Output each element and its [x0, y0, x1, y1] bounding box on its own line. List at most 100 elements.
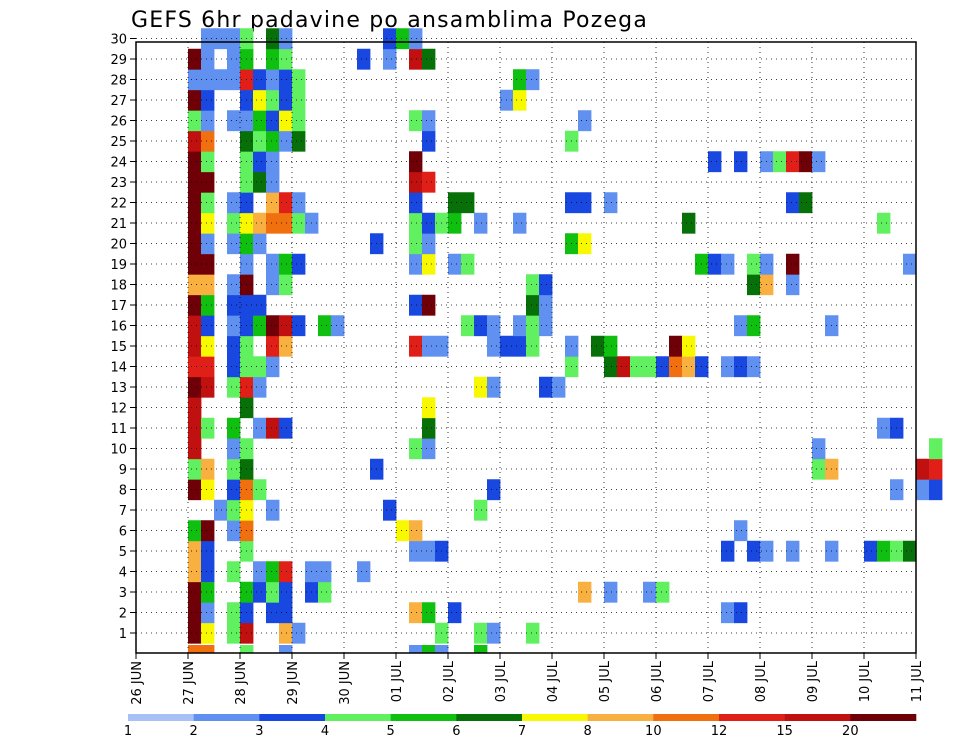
heatmap-cell: [474, 622, 488, 644]
heatmap-cell: [279, 602, 293, 624]
heatmap-cell: [188, 130, 202, 152]
heatmap-cell: [409, 233, 423, 255]
y-tick-label: 3: [119, 586, 127, 601]
heatmap-cell: [201, 110, 215, 132]
heatmap-cell: [916, 458, 930, 480]
x-tick-label: 01 JUL: [390, 660, 405, 702]
x-axis: 26 JUN 27 JUN 28 JUN 29 JUN 30 JUN 01 JUL 02 J…: [130, 653, 925, 705]
heatmap-cell: [279, 48, 293, 70]
heatmap-cell: [396, 28, 410, 50]
heatmap-cell: [318, 581, 332, 603]
heatmap-cell: [188, 479, 202, 501]
y-tick-label: 29: [110, 53, 127, 68]
heatmap-cell: [266, 69, 280, 91]
heatmap-cell: [188, 233, 202, 255]
heatmap-cell: [227, 233, 241, 255]
heatmap-cell: [279, 69, 293, 91]
x-tick-label: 05 JUL: [598, 660, 613, 702]
heatmap-cell: [214, 28, 228, 50]
heatmap-cell: [279, 89, 293, 111]
x-tick-label: 30 JUN: [338, 661, 353, 705]
y-tick-label: 18: [110, 279, 127, 294]
heatmap-cell: [877, 417, 891, 439]
heatmap-cell: [188, 397, 202, 419]
heatmap-cell: [929, 458, 943, 480]
heatmap-cell: [409, 212, 423, 234]
legend-swatch: [587, 714, 654, 721]
color-legend: 1 2 3 4 5 6 7 8 10 12 15 20: [124, 714, 917, 739]
heatmap-cell: [461, 192, 475, 214]
heatmap-cell: [539, 294, 553, 316]
heatmap-cell: [409, 438, 423, 460]
legend-swatch: [193, 714, 260, 721]
x-tick-label: 07 JUL: [702, 660, 717, 702]
heatmap-cell: [227, 499, 241, 521]
heatmap-cell: [266, 499, 280, 521]
heatmap-cell: [253, 171, 267, 193]
heatmap-cell: [279, 130, 293, 152]
heatmap-cell: [734, 315, 748, 337]
heatmap-cell: [708, 253, 722, 275]
heatmap-cell: [266, 110, 280, 132]
legend-swatch: [390, 714, 457, 721]
y-tick-label: 15: [110, 340, 127, 355]
heatmap-cell: [383, 48, 397, 70]
heatmap-cell: [773, 151, 787, 173]
heatmap-cell: [279, 645, 293, 654]
y-tick-label: 14: [110, 361, 127, 376]
heatmap-cell: [188, 458, 202, 480]
y-tick-label: 6: [119, 525, 127, 540]
heatmap-cell: [513, 212, 527, 234]
heatmap-cell: [487, 376, 501, 398]
heatmap-cell: [188, 622, 202, 644]
heatmap-cell: [734, 520, 748, 542]
heatmap-cell: [266, 315, 280, 337]
heatmap-cell: [422, 253, 436, 275]
heatmap-cell: [253, 356, 267, 378]
heatmap-cell: [279, 110, 293, 132]
heatmap-cell: [253, 151, 267, 173]
heatmap-cell: [188, 335, 202, 357]
heatmap-cell: [201, 192, 215, 214]
heatmap-cell: [188, 417, 202, 439]
heatmap-cell: [474, 315, 488, 337]
heatmap-cell: [279, 28, 293, 50]
heatmap-cell: [578, 110, 592, 132]
heatmap-cell: [903, 253, 917, 275]
legend-swatch: [456, 714, 523, 721]
heatmap-cell: [552, 376, 566, 398]
heatmap-cell: [253, 212, 267, 234]
heatmap-cell: [799, 192, 813, 214]
heatmap-cell: [604, 581, 618, 603]
heatmap-cell: [188, 645, 202, 654]
heatmap-cell: [799, 151, 813, 173]
heatmap-cell: [188, 376, 202, 398]
heatmap-cell: [747, 356, 761, 378]
y-tick-label: 12: [110, 402, 127, 417]
heatmap-cell: [721, 356, 735, 378]
heatmap-cell: [227, 274, 241, 296]
heatmap-cell: [539, 376, 553, 398]
heatmap-cell: [747, 540, 761, 562]
heatmap-cell: [487, 335, 501, 357]
heatmap-cell: [409, 192, 423, 214]
heatmap-cell: [604, 356, 618, 378]
heatmap-cell: [357, 48, 371, 70]
y-tick-label: 9: [119, 463, 127, 478]
heatmap-cell: [526, 69, 540, 91]
x-tick-label: 04 JUL: [546, 660, 561, 702]
heatmap-cell: [422, 645, 436, 654]
heatmap-cell: [929, 438, 943, 460]
heatmap-cell: [292, 110, 306, 132]
legend-label: 5: [387, 724, 395, 739]
heatmap-cell: [461, 253, 475, 275]
legend-label: 20: [842, 724, 859, 739]
heatmap-cell: [292, 315, 306, 337]
heatmap-cell: [708, 151, 722, 173]
y-tick-label: 21: [110, 217, 127, 232]
heatmap-cell: [669, 335, 683, 357]
heatmap-cell: [227, 110, 241, 132]
legend-swatch: [850, 714, 917, 721]
heatmap-cell: [526, 274, 540, 296]
heatmap-cell: [253, 561, 267, 583]
